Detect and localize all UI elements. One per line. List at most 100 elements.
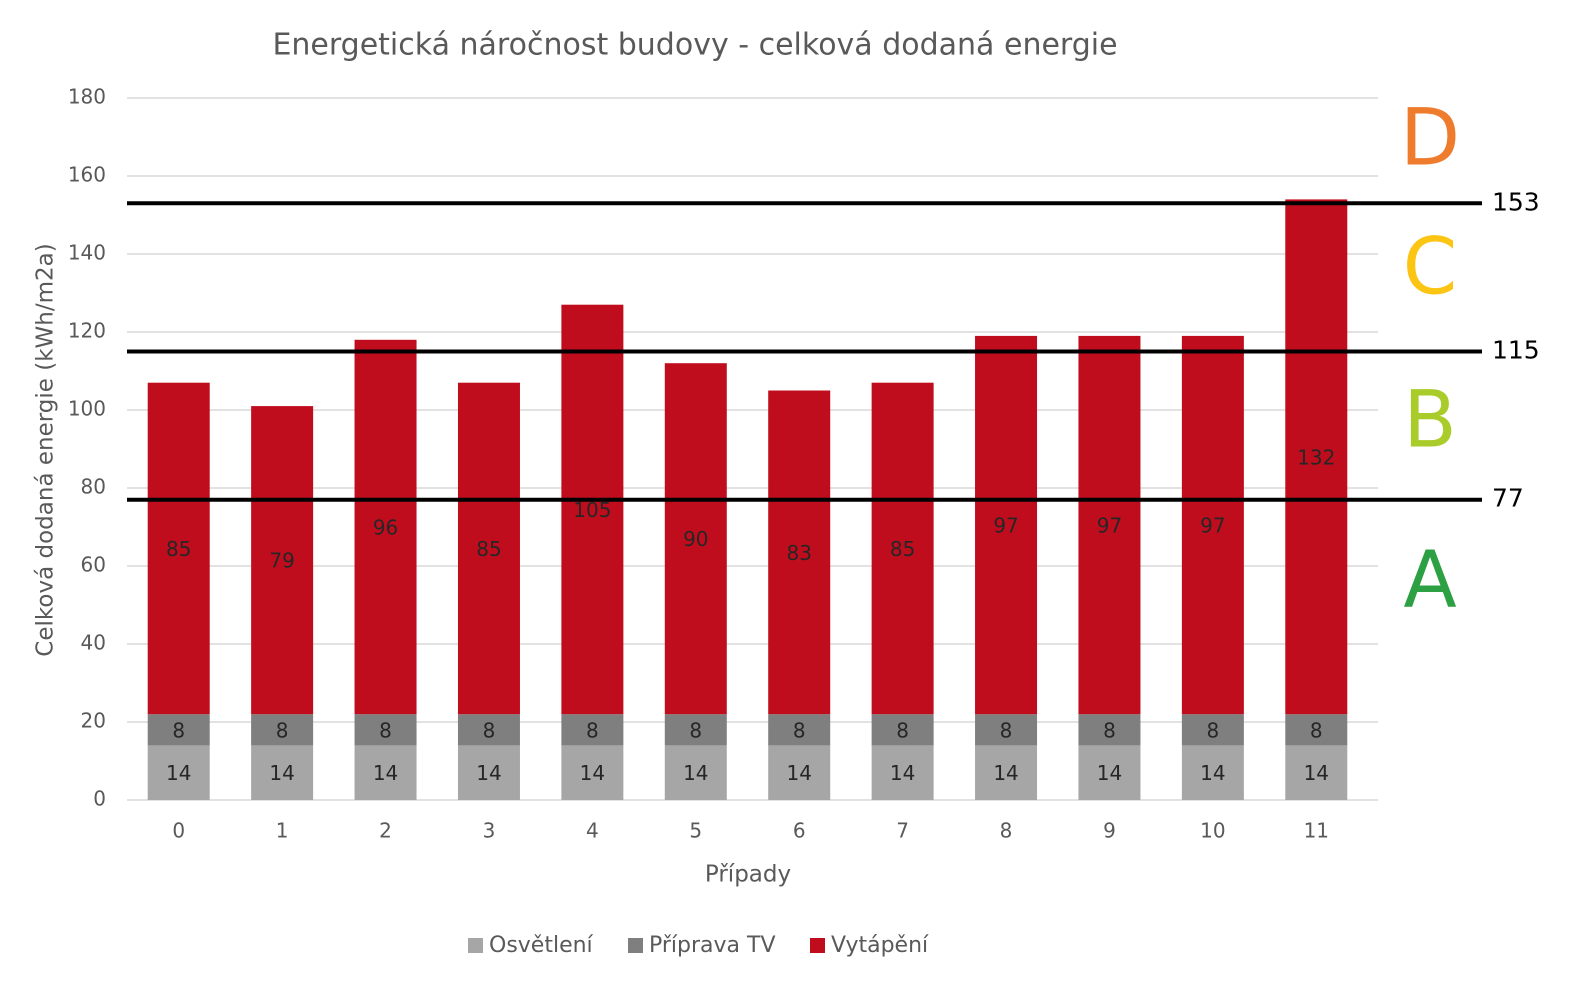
data-label: 14 <box>1304 761 1329 785</box>
data-label: 14 <box>786 761 811 785</box>
data-label: 8 <box>793 718 806 742</box>
data-label: 14 <box>890 761 915 785</box>
y-tick-label: 160 <box>68 163 106 187</box>
x-tick-label: 1 <box>276 819 289 843</box>
bar-segment <box>354 339 417 715</box>
y-tick-label: 80 <box>81 475 106 499</box>
data-label: 14 <box>476 761 501 785</box>
chart-title: Energetická náročnost budovy - celková d… <box>272 28 1117 63</box>
x-tick-label: 9 <box>1103 819 1116 843</box>
bar-segment <box>354 745 417 800</box>
legend-swatch <box>810 938 825 953</box>
bar-segment <box>1078 714 1141 746</box>
y-tick-label: 140 <box>68 241 106 265</box>
bar-segment <box>1285 745 1348 800</box>
bar-segment <box>457 714 520 746</box>
y-tick-label: 60 <box>81 553 106 577</box>
y-tick-label: 40 <box>81 631 106 655</box>
data-label: 85 <box>166 537 191 561</box>
x-tick-label: 3 <box>483 819 496 843</box>
data-label: 14 <box>373 761 398 785</box>
bar-segment <box>251 714 314 746</box>
y-tick-label: 100 <box>68 397 106 421</box>
bar-segment <box>975 335 1038 715</box>
data-label: 8 <box>689 718 702 742</box>
data-label: 14 <box>580 761 605 785</box>
x-tick-label: 6 <box>793 819 806 843</box>
y-tick-label: 0 <box>93 787 106 811</box>
y-tick-label: 120 <box>68 319 106 343</box>
x-tick-label: 10 <box>1200 819 1225 843</box>
bar-segment <box>457 382 520 715</box>
bar-segment <box>975 745 1038 800</box>
x-tick-label: 8 <box>1000 819 1013 843</box>
class-label: A <box>1403 535 1456 625</box>
data-label: 96 <box>373 516 398 540</box>
bar-segment <box>561 745 624 800</box>
data-label: 85 <box>476 537 501 561</box>
bar-segment <box>354 714 417 746</box>
bar-segment <box>147 745 210 800</box>
bar-segment <box>1181 745 1244 800</box>
data-label: 8 <box>276 718 289 742</box>
bar-segment <box>768 390 831 715</box>
bar-segment <box>871 382 934 715</box>
x-axis-title: Případy <box>705 862 791 888</box>
bar-segment <box>1285 714 1348 746</box>
data-label: 8 <box>1103 718 1116 742</box>
data-label: 8 <box>172 718 185 742</box>
bar-segment <box>1078 335 1141 715</box>
data-label: 132 <box>1297 445 1335 469</box>
data-label: 97 <box>1097 514 1122 538</box>
data-label: 90 <box>683 527 708 551</box>
bar-segment <box>871 745 934 800</box>
bar-segment <box>664 363 727 715</box>
bar-segment <box>457 745 520 800</box>
bar-segment <box>664 714 727 746</box>
data-label: 14 <box>1200 761 1225 785</box>
legend-label: Osvětlení <box>489 933 594 958</box>
bar-segment <box>975 714 1038 746</box>
class-label: C <box>1403 222 1457 312</box>
bar-segment <box>561 714 624 746</box>
class-label: B <box>1403 375 1457 465</box>
legend-swatch <box>468 938 483 953</box>
bar-segment <box>768 745 831 800</box>
data-label: 14 <box>269 761 294 785</box>
y-tick-label: 20 <box>81 709 106 733</box>
data-label: 14 <box>683 761 708 785</box>
reference-label: 115 <box>1492 336 1540 365</box>
bar-segment <box>1181 335 1244 715</box>
data-label: 8 <box>586 718 599 742</box>
data-label: 8 <box>1310 718 1323 742</box>
class-label: D <box>1400 93 1460 183</box>
y-axis-title: Celková dodaná energie (kWh/m2a) <box>33 243 59 656</box>
data-label: 83 <box>786 541 811 565</box>
bar-segment <box>664 745 727 800</box>
x-tick-label: 7 <box>896 819 909 843</box>
data-label: 8 <box>896 718 909 742</box>
reference-label: 77 <box>1492 484 1524 513</box>
bar-segment <box>147 382 210 715</box>
bar-segment <box>147 714 210 746</box>
bar-segment <box>561 304 624 715</box>
data-label: 14 <box>1097 761 1122 785</box>
x-tick-label: 2 <box>379 819 392 843</box>
data-label: 8 <box>1000 718 1013 742</box>
data-label: 85 <box>890 537 915 561</box>
data-label: 14 <box>166 761 191 785</box>
x-tick-label: 5 <box>689 819 702 843</box>
data-label: 14 <box>993 761 1018 785</box>
x-tick-label: 0 <box>172 819 185 843</box>
bar-segment <box>1285 199 1348 715</box>
bar-segment <box>768 714 831 746</box>
data-label: 8 <box>1207 718 1220 742</box>
reference-label: 153 <box>1492 187 1540 216</box>
bar-segment <box>1078 745 1141 800</box>
data-label: 105 <box>573 498 611 522</box>
data-label: 97 <box>993 514 1018 538</box>
legend-label: Příprava TV <box>649 933 776 958</box>
data-label: 8 <box>483 718 496 742</box>
x-tick-label: 4 <box>586 819 599 843</box>
